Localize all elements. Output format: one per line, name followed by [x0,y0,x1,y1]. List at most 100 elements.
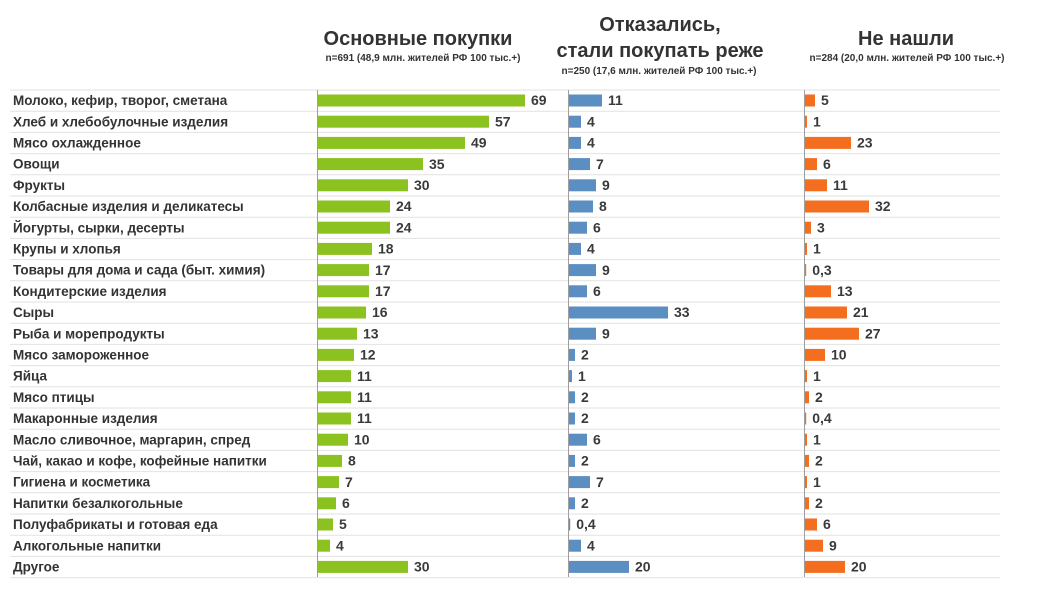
bar [318,200,390,213]
data-label: 1 [813,431,821,447]
category-label: Товары для дома и сада (быт. химия) [13,263,265,278]
bar [805,94,815,107]
bar [318,391,351,404]
data-label: 9 [602,325,610,341]
data-label: 24 [396,219,412,235]
data-label: 35 [429,156,445,172]
category-label: Яйца [13,369,47,384]
data-label: 12 [360,347,376,363]
category-label: Колбасные изделия и деликатесы [13,199,244,214]
data-label: 2 [581,453,589,469]
bar [569,348,575,361]
category-label: Полуфабрикаты и готовая еда [13,517,218,532]
data-label: 17 [375,262,391,278]
bar [805,327,859,340]
data-label: 11 [357,410,372,426]
data-label: 2 [815,389,823,405]
bar [318,242,372,255]
bar [318,370,351,383]
data-label: 5 [821,92,829,108]
data-label: 2 [581,389,589,405]
bar [805,433,807,446]
data-label: 23 [857,135,873,151]
bar [805,264,807,277]
series-subtitle: n=284 (20,0 млн. жителей РФ 100 тыс.+) [810,53,1005,64]
data-label: 18 [378,241,394,257]
series-subtitle: n=250 (17,6 млн. жителей РФ 100 тыс.+) [562,66,757,77]
data-label: 13 [363,325,379,341]
bar [569,412,575,425]
bar [569,454,575,467]
bar [805,391,809,404]
data-label: 11 [357,389,372,405]
data-label: 24 [396,198,412,214]
series-title: Отказались, [599,14,721,36]
data-label: 33 [674,304,690,320]
data-label: 27 [865,325,881,341]
category-label: Макаронные изделия [13,411,158,426]
data-label: 8 [348,453,356,469]
data-label: 0,4 [576,516,596,532]
category-label: Крупы и хлопья [13,241,121,256]
bar [318,476,339,489]
bar [318,136,465,149]
data-label: 6 [593,219,601,235]
data-label: 21 [853,304,869,320]
data-label: 9 [602,262,610,278]
data-label: 9 [602,177,610,193]
bar [318,158,423,171]
bar [569,179,596,192]
category-label: Рыба и морепродукты [13,326,165,341]
data-label: 4 [587,241,595,257]
bar [805,158,817,171]
data-label: 11 [608,92,623,108]
data-label: 4 [336,537,344,553]
category-label: Масло сливочное, маргарин, спред [13,432,251,447]
bar [805,539,823,552]
data-label: 7 [596,156,604,172]
bar [318,115,489,128]
data-label: 49 [471,135,487,151]
bar [318,412,351,425]
bar [318,560,408,573]
data-label: 10 [354,431,370,447]
data-label: 57 [495,113,511,129]
data-label: 10 [831,347,847,363]
bar [805,179,827,192]
data-label: 4 [587,135,595,151]
bar [805,348,825,361]
data-label: 11 [833,177,848,193]
data-label: 6 [823,156,831,172]
data-label: 1 [813,113,821,129]
data-label: 16 [372,304,388,320]
data-label: 1 [813,241,821,257]
data-label: 3 [817,219,825,235]
category-label: Гигиена и косметика [13,475,151,490]
bar [318,221,390,234]
data-label: 6 [593,431,601,447]
bar [569,136,581,149]
category-label: Напитки безалкогольные [13,496,183,511]
series-subtitle: n=691 (48,9 млн. жителей РФ 100 тыс.+) [326,53,521,64]
bar [318,497,336,510]
category-label: Чай, какао и кофе, кофейные напитки [13,453,267,468]
category-label: Алкогольные напитки [13,538,161,553]
category-label: Сыры [13,305,54,320]
bar [318,179,408,192]
bar [318,454,342,467]
bar [569,433,587,446]
data-label: 1 [813,474,821,490]
data-label: 69 [531,92,547,108]
data-label: 6 [342,495,350,511]
bar [318,285,369,298]
category-label: Овощи [13,157,60,172]
bar [569,560,629,573]
category-label: Мясо птицы [13,390,95,405]
bar [805,476,807,489]
bar [805,370,807,383]
data-label: 9 [829,537,837,553]
data-label: 20 [851,559,867,575]
bar [805,200,869,213]
bar [318,264,369,277]
